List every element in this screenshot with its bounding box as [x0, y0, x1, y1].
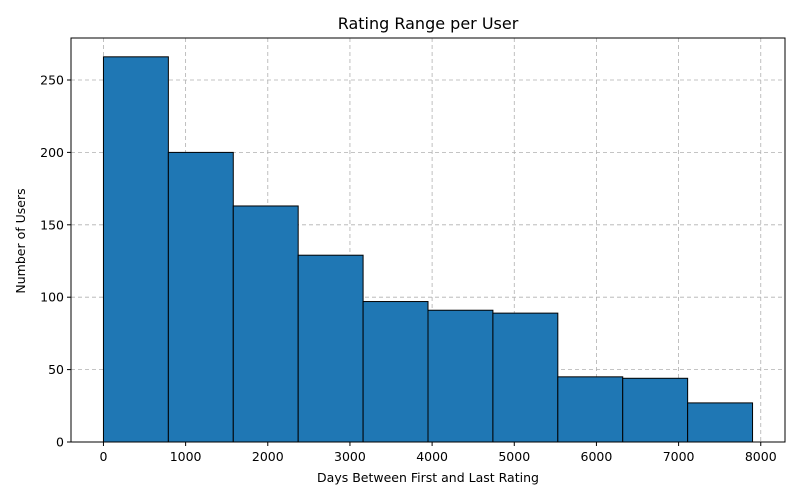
- y-axis-label: Number of Users: [13, 188, 28, 293]
- x-axis-ticks: 0 1000 2000 3000 4000 5000 6000 7000 8000: [99, 442, 777, 464]
- histogram-bar: [427, 309, 494, 443]
- histogram-bar: [492, 312, 559, 443]
- y-axis-ticks: 0 50 100 150 200 250: [40, 72, 71, 450]
- x-tick-label: 2000: [252, 449, 284, 464]
- y-tick-label: 100: [40, 290, 64, 305]
- plot-frame: [70, 37, 786, 443]
- x-tick-label: 5000: [498, 449, 530, 464]
- y-tick-label: 0: [56, 435, 64, 450]
- x-tick-label: 3000: [334, 449, 366, 464]
- y-tick-label: 150: [40, 217, 64, 232]
- bars: [102, 56, 754, 443]
- histogram-bar: [232, 205, 299, 443]
- histogram-bar: [557, 376, 624, 443]
- x-tick-label: 4000: [416, 449, 448, 464]
- chart-title: Rating Range per User: [338, 14, 519, 33]
- y-tick-label: 200: [40, 145, 64, 160]
- x-tick-label: 6000: [581, 449, 613, 464]
- y-tick-label: 250: [40, 72, 64, 87]
- x-tick-label: 0: [99, 449, 107, 464]
- histogram-bar: [167, 151, 234, 443]
- histogram-bar: [297, 254, 364, 443]
- histogram-bar: [362, 301, 429, 443]
- x-axis-label: Days Between First and Last Rating: [317, 470, 539, 485]
- histogram-bar: [622, 377, 689, 443]
- histogram-bar: [687, 402, 754, 443]
- x-tick-label: 1000: [170, 449, 202, 464]
- x-tick-label: 8000: [745, 449, 777, 464]
- y-tick-label: 50: [48, 362, 64, 377]
- histogram-bar: [102, 56, 169, 443]
- x-tick-label: 7000: [663, 449, 695, 464]
